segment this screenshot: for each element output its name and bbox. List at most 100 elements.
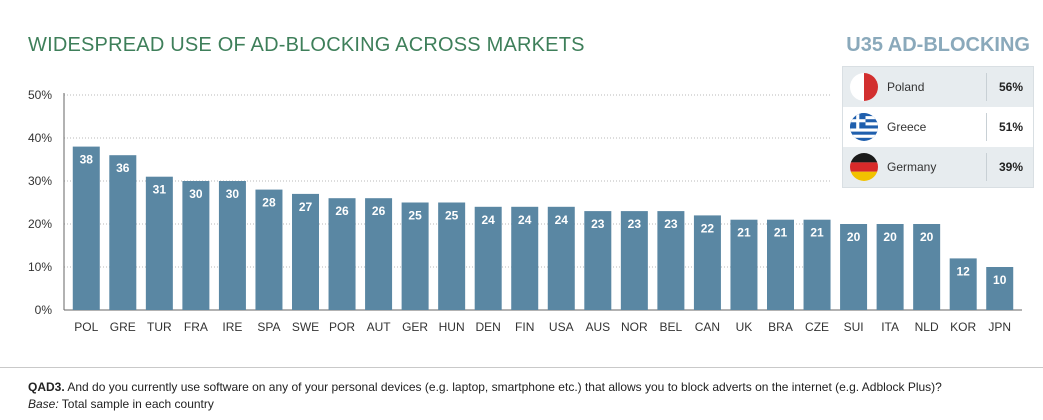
data-label: 24: [518, 213, 532, 227]
bar: [620, 211, 648, 310]
x-tick-label: CAN: [695, 320, 720, 334]
greece-flag-icon: [850, 113, 878, 141]
x-tick-label: USA: [549, 320, 574, 334]
x-tick-label: BEL: [660, 320, 683, 334]
inset-value: 56%: [998, 80, 1023, 94]
bar: [913, 224, 941, 310]
bar: [657, 211, 685, 310]
inset-row-germany: Germany 39%: [843, 147, 1033, 187]
x-tick-label: KOR: [950, 320, 976, 334]
inset-row-poland: Poland 56%: [843, 67, 1033, 107]
bar: [401, 202, 429, 310]
bar: [474, 206, 502, 310]
germany-flag-icon: [850, 153, 878, 181]
data-label: 10: [993, 273, 1007, 287]
bar: [693, 215, 721, 310]
x-tick-label: FRA: [184, 320, 208, 334]
x-tick-label: JPN: [988, 320, 1011, 334]
data-label: 27: [299, 200, 313, 214]
x-tick-label: CZE: [805, 320, 829, 334]
x-tick-label: AUS: [585, 320, 610, 334]
bar: [255, 189, 283, 310]
data-label: 21: [810, 226, 824, 240]
x-tick-label: POR: [329, 320, 355, 334]
bar: [182, 181, 210, 310]
inset-country: Greece: [887, 120, 927, 134]
x-tick-label: TUR: [147, 320, 172, 334]
data-label: 30: [189, 187, 203, 201]
y-tick-label: 20%: [28, 217, 52, 231]
data-label: 24: [555, 213, 569, 227]
data-label: 36: [116, 161, 130, 175]
data-label: 21: [774, 226, 788, 240]
x-tick-label: HUN: [439, 320, 465, 334]
question-label: QAD3.: [28, 380, 65, 394]
data-label: 23: [628, 217, 642, 231]
x-tick-label: GRE: [110, 320, 136, 334]
x-tick-label: POL: [74, 320, 98, 334]
inset-country: Germany: [887, 160, 937, 174]
bar: [292, 193, 319, 310]
bar: [584, 211, 612, 310]
data-label: 20: [920, 230, 934, 244]
bar: [145, 176, 173, 310]
y-tick-label: 40%: [28, 131, 52, 145]
data-label: 20: [883, 230, 897, 244]
bar-chart: 0% 10% 20% 30% 40% 50% 38 POL 36 GRE 31 TUR 30 FRA 30 I…: [28, 88, 1022, 334]
footer-divider: [0, 367, 1043, 368]
y-tick-label: 10%: [28, 260, 52, 274]
y-tick-label: 30%: [28, 174, 52, 188]
y-tick-label: 0%: [35, 303, 53, 317]
data-label: 25: [408, 209, 422, 223]
x-tick-label: SUI: [844, 320, 864, 334]
bar: [767, 219, 794, 310]
question-footnote: QAD3. And do you currently use software …: [28, 380, 942, 394]
y-tick-label: 50%: [28, 88, 52, 102]
inset-table: Poland 56% Greece 51%: [842, 66, 1034, 188]
inset-value: 51%: [998, 120, 1023, 134]
bar: [876, 224, 904, 310]
bar: [438, 202, 466, 310]
bar: [109, 155, 137, 310]
x-tick-label: SWE: [292, 320, 319, 334]
data-label: 38: [80, 153, 94, 167]
data-label: 30: [226, 187, 240, 201]
poland-flag-icon: [850, 73, 878, 101]
x-tick-label: NOR: [621, 320, 648, 334]
x-tick-label: FIN: [515, 320, 534, 334]
bar: [986, 267, 1014, 310]
x-tick-label: UK: [736, 320, 753, 334]
data-label: 26: [335, 204, 349, 218]
bar: [365, 198, 393, 310]
data-label: 23: [591, 217, 605, 231]
x-tick-label: ITA: [881, 320, 899, 334]
data-label: 25: [445, 209, 459, 223]
data-label: 12: [957, 264, 971, 278]
data-label: 22: [701, 221, 715, 235]
base-footnote: Base: Total sample in each country: [28, 397, 214, 411]
inset-title: U35 AD-BLOCKING: [846, 34, 1030, 56]
x-tick-label: GER: [402, 320, 428, 334]
data-label: 26: [372, 204, 386, 218]
data-label: 23: [664, 217, 678, 231]
question-text: And do you currently use software on any…: [64, 380, 942, 394]
chart-title: WIDESPREAD USE OF AD-BLOCKING ACROSS MAR…: [28, 34, 585, 56]
x-tick-label: NLD: [915, 320, 939, 334]
data-label: 21: [737, 226, 751, 240]
x-tick-label: AUT: [367, 320, 392, 334]
inset-country: Poland: [887, 80, 925, 94]
bar: [730, 219, 758, 310]
data-label: 31: [153, 183, 167, 197]
inset-row-greece: Greece 51%: [843, 107, 1033, 147]
bar: [328, 198, 356, 310]
inset-value: 39%: [998, 160, 1023, 174]
x-tick-label: DEN: [476, 320, 501, 334]
data-label: 28: [262, 196, 276, 210]
base-text: Total sample in each country: [58, 397, 214, 411]
bar: [840, 224, 868, 310]
bar: [72, 146, 100, 310]
x-tick-label: BRA: [768, 320, 793, 334]
data-label: 20: [847, 230, 861, 244]
bar: [218, 181, 246, 310]
bar: [547, 206, 575, 310]
